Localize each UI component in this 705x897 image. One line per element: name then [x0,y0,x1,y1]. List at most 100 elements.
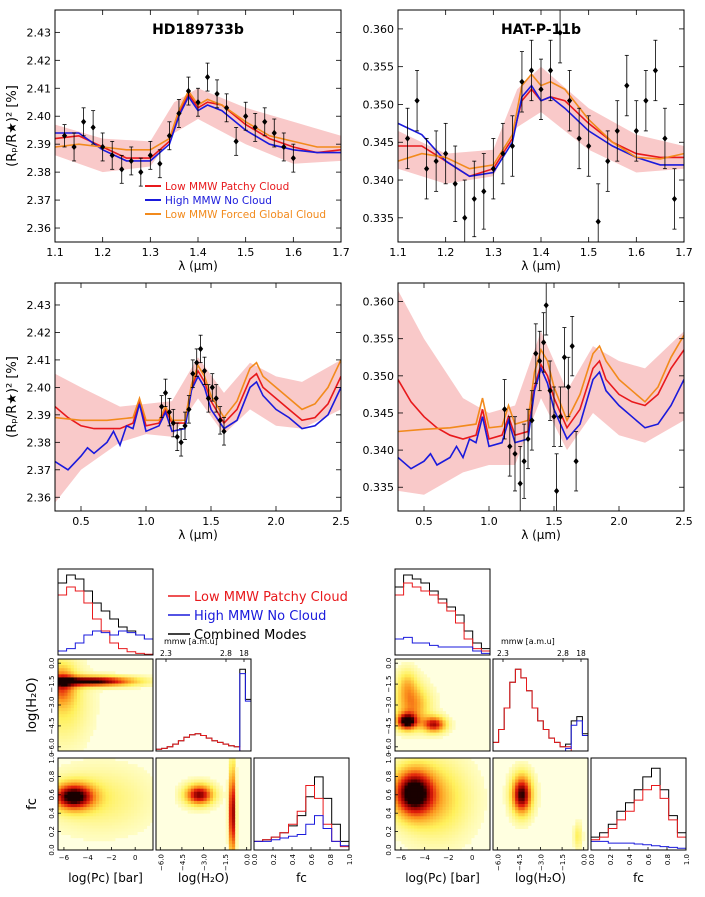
density-cell [92,782,97,786]
plot-area [398,283,684,511]
density-cell [111,674,116,678]
x-axis-label: λ (μm) [521,528,561,542]
density-cell [442,822,447,826]
density-cell [64,764,68,768]
density-cell [80,711,84,715]
density-cell [445,720,450,724]
density-cell [439,822,443,826]
density-cell [461,761,466,765]
density-cell [442,717,447,721]
density-cell [433,846,437,851]
density-cell [395,834,399,839]
density-cell [130,800,135,805]
density-cell [80,779,84,783]
density-cell [80,761,84,765]
density-cell [521,764,526,768]
density-cell [448,813,453,817]
data-point [502,406,508,413]
density-cell [118,767,122,771]
density-cell [235,825,239,829]
density-cell [80,791,84,796]
density-cell [127,773,132,777]
density-cell [134,791,138,796]
density-cell [235,797,239,802]
density-cell [429,683,434,687]
density-cell [426,686,431,691]
density-cell [134,816,138,820]
density-cell [228,788,233,793]
y-tick-label: 1.0 [385,752,393,763]
density-cell [115,680,119,684]
density-cell [524,800,529,805]
density-cell [102,797,106,802]
density-cell [433,831,437,836]
data-point [547,387,553,394]
density-cell [401,776,405,780]
density-cell [508,770,513,774]
x-tick-label: −4 [420,854,431,862]
density-cell [127,825,132,829]
density-cell [130,791,135,796]
density-cell [458,831,462,836]
density-cell [77,822,81,826]
density-cell [455,804,459,808]
density-cell [96,788,100,793]
density-cell [118,782,122,786]
density-cell [458,846,462,851]
density-cell [225,785,230,790]
hist-fc-frame [253,757,350,851]
density-cell [86,788,91,793]
density-cell [92,714,97,718]
data-point [605,157,611,165]
density-cell [58,800,62,805]
density-cell [420,698,424,703]
mmw-tick-label: 18 [239,649,249,658]
density-cell [515,816,519,820]
density-cell [83,825,87,829]
density-cell [407,840,412,845]
plot-area [55,334,341,503]
density-cell [477,816,481,820]
density-cell [200,776,204,780]
density-cell [67,764,72,768]
density-cell [464,819,469,823]
density-cell [524,785,529,790]
density-cell [398,680,402,684]
density-cell [407,668,412,672]
density-cell [228,791,233,796]
density-cell [92,813,97,817]
density-cell [512,819,516,823]
density-cell [505,804,510,808]
density-cell [216,782,220,786]
histogram-combined [254,776,349,842]
density-cell [464,834,469,839]
density-cell [64,735,68,740]
density-cell [121,782,125,786]
density-cell [61,695,65,700]
density-cell [442,828,447,832]
density-cell [521,773,526,777]
density-cell [228,813,233,817]
density-cell [102,776,106,780]
density-cell [423,840,428,845]
density-cell [96,791,100,796]
density-cell [534,773,538,777]
density-cell [401,717,405,721]
density-cell [448,729,453,733]
density-cell [96,822,100,826]
density-cell [124,677,129,681]
density-cell [426,735,431,740]
density-cell [410,662,415,666]
density-cell [401,692,405,697]
density-cell [464,825,469,829]
density-cell [134,807,138,811]
density-cell [115,764,119,768]
density-cell [235,816,239,820]
density-cell [407,711,412,715]
density-cell [83,723,87,727]
density-cell [127,779,132,783]
density-cell [429,834,434,839]
density-cell [86,677,91,681]
density-cell [515,794,519,799]
